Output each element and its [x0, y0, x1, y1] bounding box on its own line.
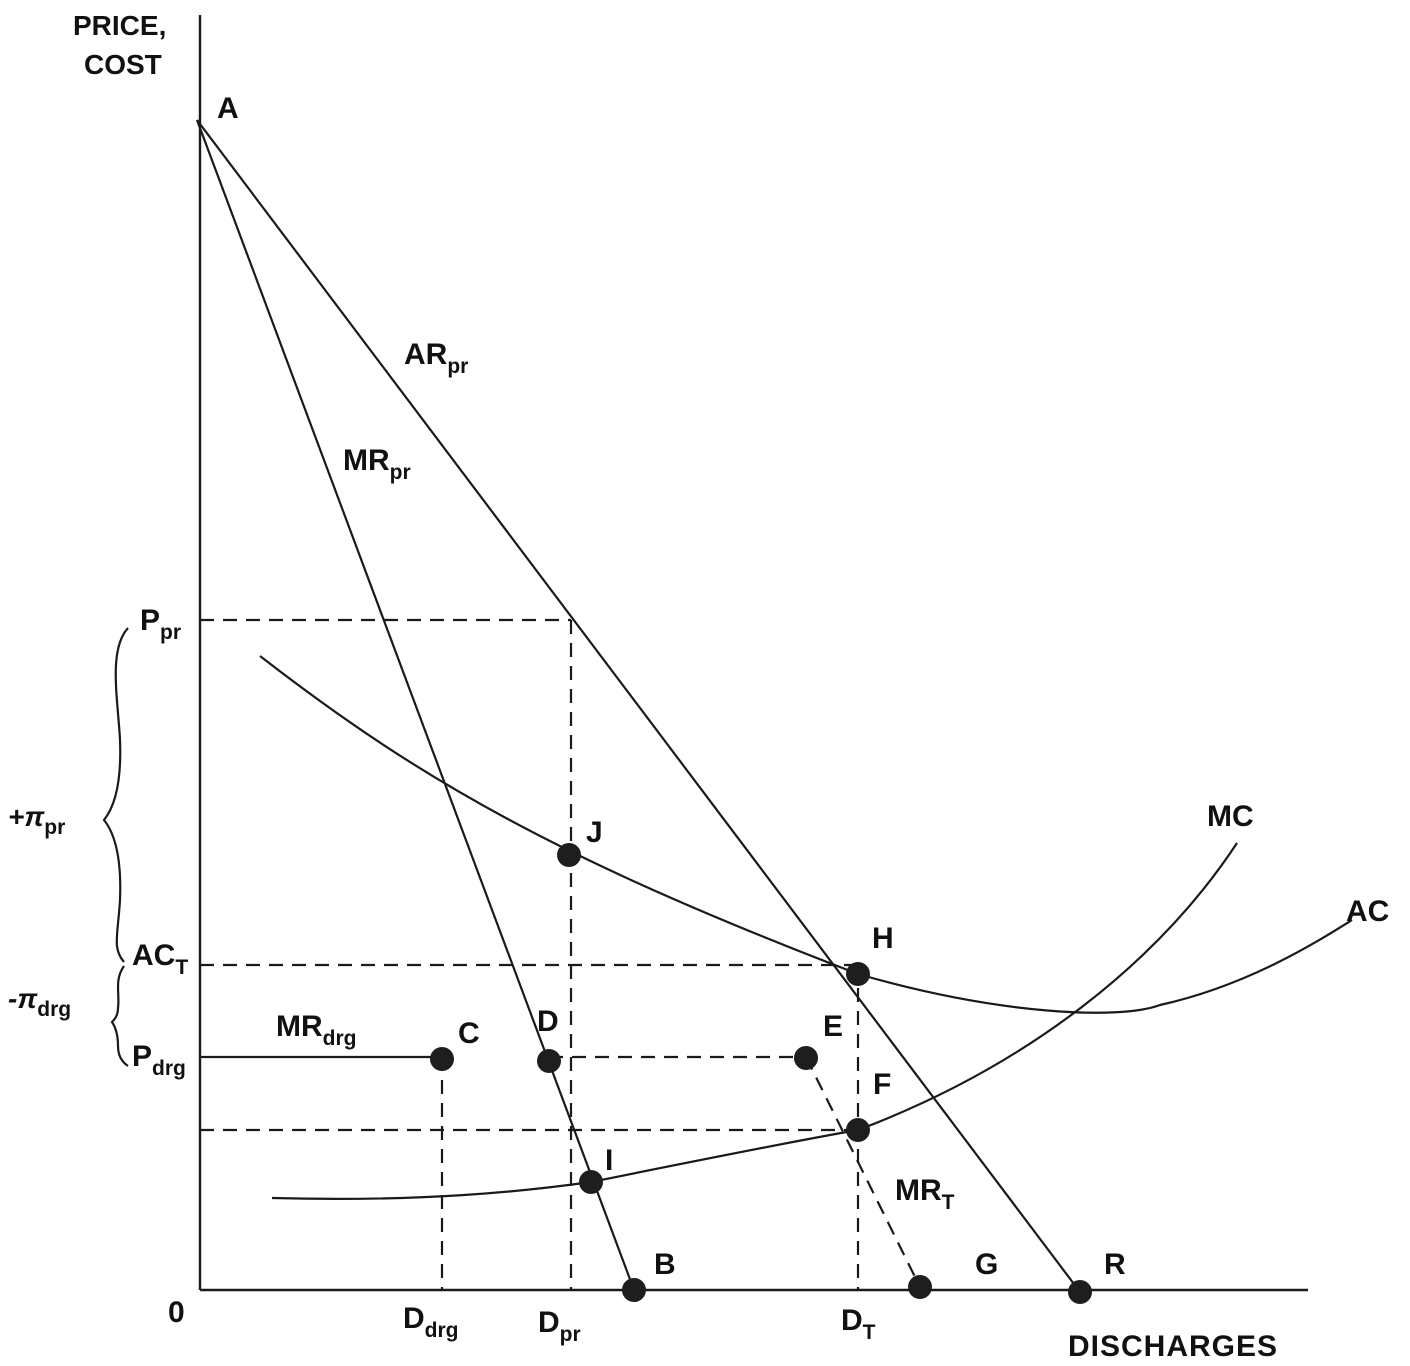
label-h: H: [872, 922, 894, 955]
tick-ac-t: ACT: [132, 939, 188, 979]
label-j: J: [586, 816, 603, 849]
label-mr-t: MRT: [895, 1174, 955, 1214]
tick-d-drg: Ddrg: [403, 1302, 459, 1342]
label-i: I: [605, 1144, 613, 1177]
tick-p-drg: Pdrg: [132, 1040, 186, 1080]
label-f: F: [873, 1068, 891, 1101]
point-b: [622, 1278, 646, 1302]
label-minus-pi-drg: -πdrg: [8, 983, 71, 1021]
label-d: D: [537, 1005, 559, 1038]
mr-pr-line: [195, 119, 636, 1291]
point-h: [846, 962, 870, 986]
label-mc: MC: [1207, 800, 1254, 833]
y-axis-label-line2: COST: [84, 49, 162, 80]
point-r: [1068, 1280, 1092, 1304]
point-i: [579, 1170, 603, 1194]
mc-curve: [271, 842, 1238, 1200]
ar-pr-line: [196, 119, 1081, 1293]
label-r: R: [1104, 1248, 1126, 1281]
origin-label: 0: [168, 1296, 185, 1329]
point-d: [537, 1049, 561, 1073]
point-g: [908, 1275, 932, 1299]
tick-d-t: DT: [841, 1304, 876, 1344]
tick-d-pr: Dpr: [538, 1306, 581, 1346]
y-axis-label-line1: PRICE,: [73, 10, 166, 41]
label-ac: AC: [1346, 895, 1389, 928]
label-plus-pi-pr: +πpr: [8, 801, 65, 839]
tick-p-pr: Ppr: [140, 604, 181, 644]
label-c: C: [458, 1017, 480, 1050]
label-mr-drg: MRdrg: [276, 1010, 356, 1050]
label-g: G: [975, 1248, 998, 1281]
point-e: [794, 1046, 818, 1070]
label-ar-pr: ARpr: [404, 338, 468, 378]
label-mr-pr: MRpr: [343, 444, 411, 484]
ac-curve: [259, 655, 1353, 1014]
point-c: [430, 1047, 454, 1071]
label-e: E: [823, 1010, 843, 1043]
label-b: B: [654, 1248, 676, 1281]
mr-t-dashed-line: [805, 1056, 921, 1288]
brace-minus-pi: [110, 965, 129, 1067]
x-axis-label: DISCHARGES: [1068, 1330, 1278, 1363]
point-f: [846, 1118, 870, 1142]
brace-plus-pi: [102, 627, 129, 963]
label-a: A: [217, 92, 239, 125]
point-j: [557, 843, 581, 867]
